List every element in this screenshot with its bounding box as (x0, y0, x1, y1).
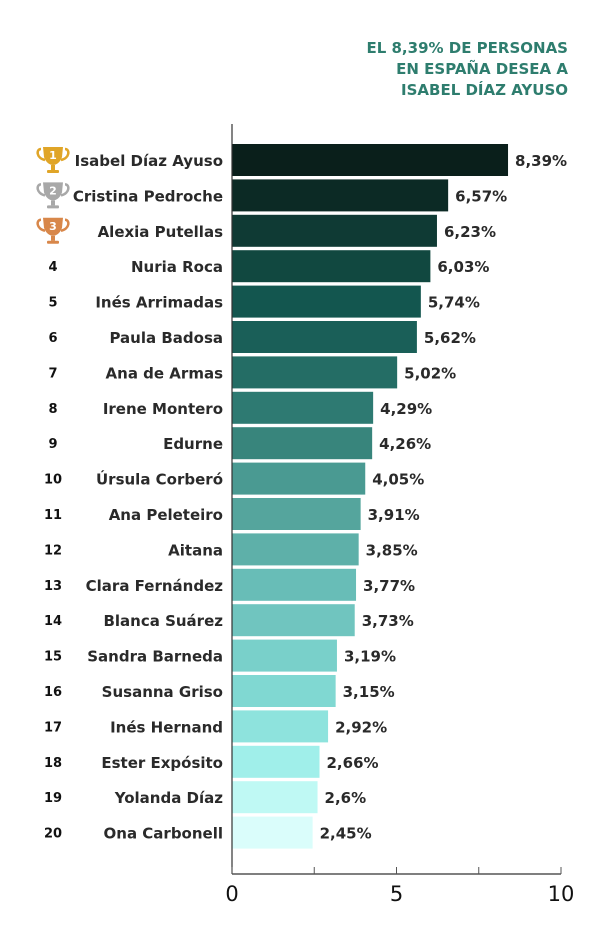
bar (232, 214, 437, 247)
bar (232, 462, 366, 495)
category-label: Inés Hernand (110, 718, 223, 736)
category-label: Irene Montero (103, 400, 223, 418)
rank-label: 11 (44, 508, 62, 523)
x-tick-label: 0 (225, 882, 238, 906)
bar (232, 498, 361, 530)
value-label: 4,29% (380, 400, 432, 418)
value-label: 3,15% (343, 683, 395, 701)
value-label: 3,85% (366, 541, 418, 559)
bar (232, 745, 320, 778)
rank-label: 19 (44, 791, 62, 806)
value-label: 4,26% (379, 435, 431, 453)
bar (232, 675, 336, 707)
rank-label: 7 (48, 366, 57, 381)
rank-label: 8 (48, 402, 57, 417)
value-label: 3,73% (362, 612, 414, 630)
bar (232, 639, 337, 672)
category-label: Isabel Díaz Ayuso (75, 152, 223, 170)
value-label: 6,03% (437, 258, 489, 276)
category-label: Sandra Barneda (87, 648, 223, 666)
category-label: Alexia Putellas (98, 223, 224, 241)
category-label: Ester Expósito (101, 754, 223, 772)
category-label: Susanna Griso (102, 683, 223, 701)
rank-label: 14 (44, 614, 62, 629)
value-label: 2,6% (325, 789, 367, 807)
bar (232, 604, 355, 637)
category-label: Nuria Roca (131, 258, 223, 276)
bar (232, 250, 431, 283)
title-line: ISABEL DÍAZ AYUSO (401, 81, 568, 99)
rank-label: 6 (48, 331, 57, 346)
rank-label: 15 (44, 650, 62, 665)
rank-label: 9 (48, 437, 57, 452)
category-label: Edurne (163, 435, 223, 453)
bar (232, 321, 417, 353)
category-label: Cristina Pedroche (73, 187, 223, 205)
rank-label: 20 (44, 827, 62, 842)
value-label: 5,74% (428, 294, 480, 312)
x-tick-label: 10 (548, 882, 575, 906)
category-label: Blanca Suárez (103, 612, 223, 630)
value-label: 6,23% (444, 223, 496, 241)
bar (232, 285, 421, 318)
bar (232, 568, 357, 601)
bar (232, 816, 313, 849)
svg-text:3: 3 (49, 220, 57, 233)
bar (232, 427, 373, 460)
value-label: 6,57% (455, 187, 507, 205)
category-label: Ona Carbonell (104, 825, 223, 843)
bar (232, 533, 359, 566)
bar (232, 356, 398, 389)
trophy-icon: 2 (36, 182, 70, 209)
category-label: Aitana (168, 541, 223, 559)
x-tick-label: 5 (390, 882, 403, 906)
rank-label: 13 (44, 579, 62, 594)
rank-label: 10 (44, 473, 62, 488)
rank-label: 5 (48, 296, 57, 311)
value-label: 2,66% (327, 754, 379, 772)
category-label: Úrsula Corberó (96, 470, 223, 489)
chart-title: EL 8,39% DE PERSONAS EN ESPAÑA DESEA A I… (366, 38, 568, 101)
category-label: Ana de Armas (106, 364, 224, 382)
value-label: 3,19% (344, 648, 396, 666)
category-label: Yolanda Díaz (114, 789, 224, 807)
value-label: 2,92% (335, 718, 387, 736)
rank-label: 18 (44, 756, 62, 771)
value-label: 2,45% (320, 825, 372, 843)
value-label: 3,91% (368, 506, 420, 524)
rank-label: 17 (44, 720, 62, 735)
category-label: Paula Badosa (109, 329, 223, 347)
category-label: Ana Peleteiro (109, 506, 223, 524)
rank-label: 16 (44, 685, 62, 700)
value-label: 5,62% (424, 329, 476, 347)
category-label: Inés Arrimadas (95, 294, 223, 312)
bar (232, 710, 329, 743)
svg-text:1: 1 (49, 149, 57, 162)
value-label: 5,02% (404, 364, 456, 382)
bar (232, 781, 318, 814)
svg-text:2: 2 (49, 184, 57, 197)
value-label: 4,05% (372, 471, 424, 489)
title-line: EN ESPAÑA DESEA A (396, 60, 568, 78)
category-label: Clara Fernández (86, 577, 224, 595)
bar (232, 391, 374, 424)
bar (232, 144, 509, 176)
rank-label: 12 (44, 543, 62, 558)
bar (232, 179, 449, 212)
rank-label: 4 (48, 260, 57, 275)
trophy-icon: 3 (36, 217, 70, 244)
value-label: 3,77% (363, 577, 415, 595)
title-line: EL 8,39% DE PERSONAS (366, 39, 568, 57)
value-label: 8,39% (515, 152, 567, 170)
trophy-icon: 1 (36, 147, 70, 173)
